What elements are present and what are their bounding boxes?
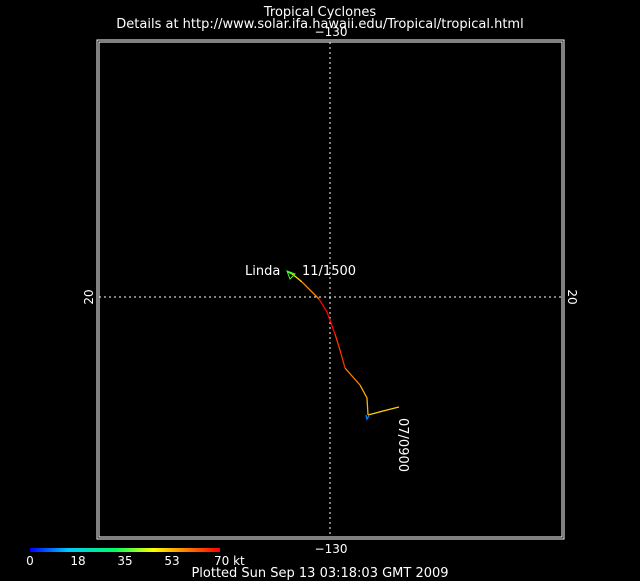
track-segment: [344, 367, 361, 386]
storm-end-time-label: 11/1500: [302, 264, 356, 279]
track-segment: [359, 384, 369, 416]
track-segment: [301, 281, 320, 300]
plotted-timestamp: Plotted Sun Sep 13 03:18:03 GMT 2009: [191, 566, 449, 581]
latitude-label-right: 20: [565, 289, 579, 304]
latitude-label-left: 20: [82, 289, 96, 304]
map-title: Tropical Cyclones: [263, 5, 377, 20]
storm-position-marker: [286, 270, 296, 280]
storm-start-time-label: 07/0900: [395, 418, 410, 472]
legend-tick-label: 35: [117, 554, 132, 568]
legend-tick-label: 53: [164, 554, 179, 568]
legend-tick-label: 18: [70, 554, 85, 568]
storm-name-label: Linda: [245, 264, 280, 279]
storm-track: [287, 271, 400, 416]
legend-tick-label: 0: [26, 554, 34, 568]
map-subtitle: Details at http://www.solar.ifa.hawaii.e…: [116, 17, 524, 32]
track-segment: [367, 406, 400, 416]
track-start-marker: [365, 414, 370, 421]
legend-tick-label: 70 kt: [214, 554, 245, 568]
wind-speed-color-bar: [30, 548, 220, 552]
track-segment: [334, 333, 346, 369]
track-segment: [287, 271, 293, 275]
map-frame-outer: [96, 39, 565, 540]
longitude-label-top: −130: [315, 25, 348, 39]
longitude-label-bottom: −130: [315, 542, 348, 556]
track-segment: [318, 298, 336, 335]
